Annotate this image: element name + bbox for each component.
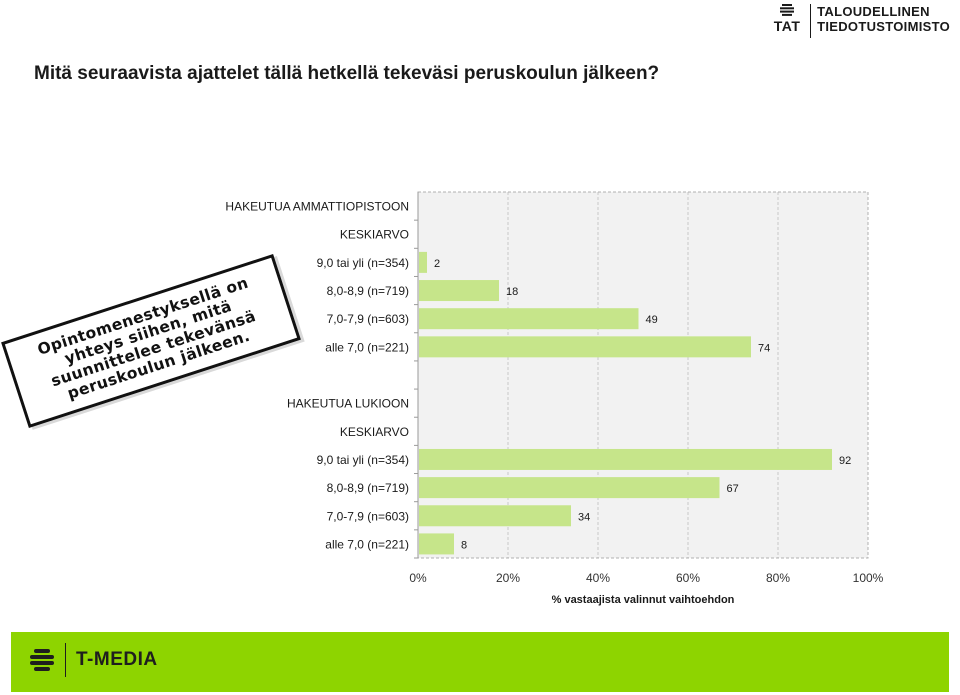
footer-logo-divider xyxy=(65,643,66,677)
x-tick-label: 80% xyxy=(766,571,790,585)
x-tick-label: 40% xyxy=(586,571,610,585)
bar xyxy=(419,251,427,273)
page-title: Mitä seuraavista ajattelet tällä hetkell… xyxy=(34,63,660,84)
t-media-logo: T-MEDIA xyxy=(27,643,158,677)
globe-icon xyxy=(30,649,54,671)
category-label: alle 7,0 (n=221) xyxy=(325,537,409,551)
tat-logo-abbr: TAT xyxy=(773,18,801,34)
category-label: 7,0-7,9 (n=603) xyxy=(327,312,409,326)
bar xyxy=(419,336,751,358)
bar xyxy=(419,280,499,302)
tat-logo: TAT TALOUDELLINEN TIEDOTUSTOIMISTO xyxy=(770,4,950,38)
data-label: 67 xyxy=(727,483,739,495)
tat-logo-line1: TALOUDELLINEN xyxy=(817,4,930,19)
x-axis-title: % vastaajista valinnut vaihtoehdon xyxy=(552,594,735,606)
plot-area xyxy=(418,192,868,558)
category-label: HAKEUTUA LUKIOON xyxy=(287,397,409,411)
footer-bar: T-MEDIA xyxy=(11,632,949,692)
category-label: alle 7,0 (n=221) xyxy=(325,340,409,354)
category-label: 8,0-8,9 (n=719) xyxy=(327,481,409,495)
category-label: 9,0 tai yli (n=354) xyxy=(317,256,409,270)
bar xyxy=(419,448,832,470)
x-tick-label: 20% xyxy=(496,571,520,585)
category-label: 7,0-7,9 (n=603) xyxy=(327,509,409,523)
globe-icon xyxy=(780,4,795,16)
data-label: 49 xyxy=(646,314,658,326)
category-label: 9,0 tai yli (n=354) xyxy=(317,453,409,467)
tat-logo-divider xyxy=(810,4,812,38)
category-label: KESKIARVO xyxy=(340,228,409,242)
data-label: 2 xyxy=(434,258,440,270)
bar xyxy=(419,533,454,555)
footer-brand: T-MEDIA xyxy=(76,649,158,670)
bar xyxy=(419,505,571,527)
data-label: 8 xyxy=(461,539,467,551)
tat-logo-mark: TAT xyxy=(770,4,804,34)
data-label: 92 xyxy=(839,455,851,467)
tat-logo-name: TALOUDELLINEN TIEDOTUSTOIMISTO xyxy=(817,4,950,34)
category-label: KESKIARVO xyxy=(340,425,409,439)
plot-border xyxy=(417,191,869,559)
data-label: 74 xyxy=(758,342,770,354)
x-tick-label: 100% xyxy=(853,571,884,585)
bar xyxy=(419,477,720,499)
data-label: 18 xyxy=(506,286,518,298)
x-tick-label: 60% xyxy=(676,571,700,585)
category-label: 8,0-8,9 (n=719) xyxy=(327,284,409,298)
bar-chart: 0% 20% 40% 60% 80% 100% HAKEUTUA AMMATTIOPISTO… xyxy=(225,191,884,606)
bar xyxy=(419,308,639,330)
data-label: 34 xyxy=(578,511,590,523)
tat-logo-line2: TIEDOTUSTOIMISTO xyxy=(817,19,950,34)
category-label: HAKEUTUA AMMATTIOPISTOON xyxy=(225,200,409,214)
x-tick-label: 0% xyxy=(409,571,427,585)
